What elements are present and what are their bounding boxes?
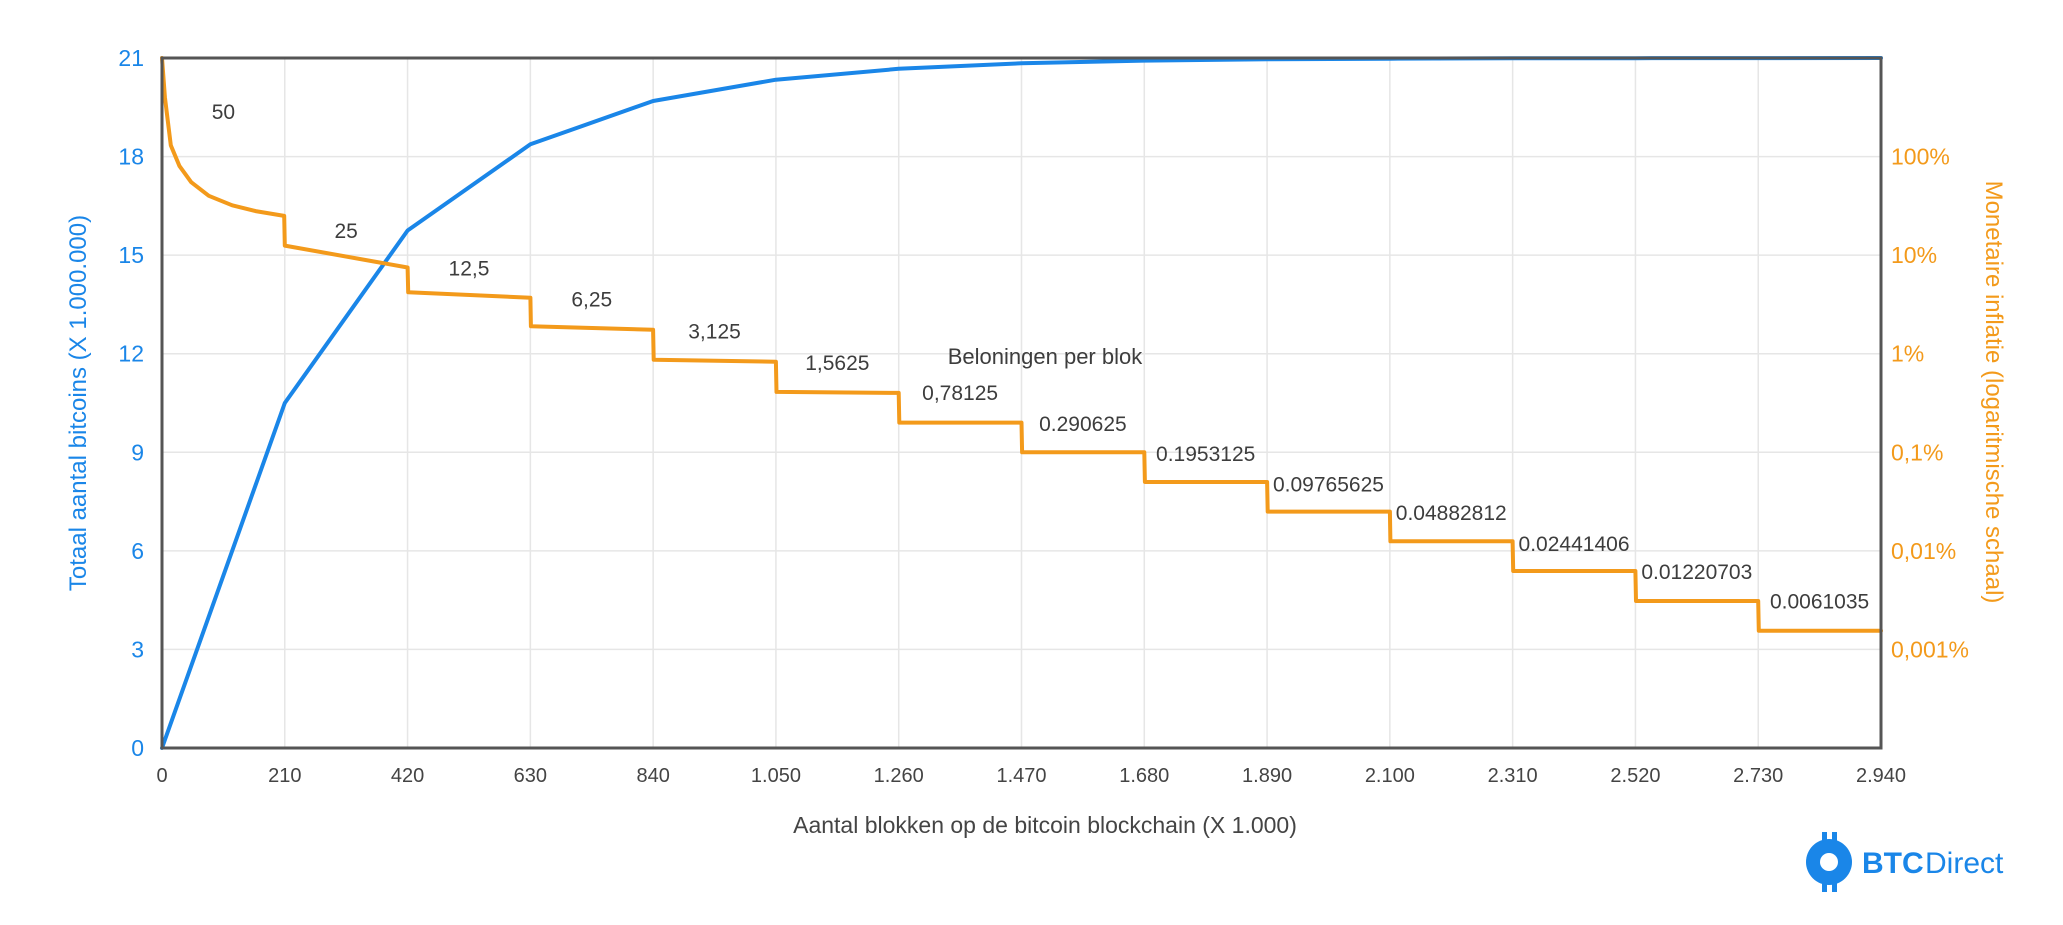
x-tick-label-2: 420 [391, 765, 424, 787]
reward-label-11: 0.02441406 [1519, 533, 1630, 556]
y-left-tick-label-5: 15 [118, 242, 144, 268]
y-left-tick-label-2: 6 [131, 538, 144, 564]
y-right-axis-ticks: 100% 10% 1% 0,1% 0,01% 0,001% [1891, 144, 1969, 663]
logo-text-bold: BTC [1862, 847, 1924, 880]
x-tick-label-13: 2.730 [1733, 765, 1783, 787]
y-left-tick-label-6: 18 [118, 144, 144, 170]
y-left-tick-label-1: 3 [131, 636, 144, 662]
reward-label-0: 50 [212, 101, 235, 124]
x-tick-label-5: 1.050 [751, 765, 801, 787]
y-left-axis-title: Totaal aantal bitcoins (X 1.000.000) [65, 215, 92, 591]
y-left-tick-label-3: 9 [131, 439, 144, 465]
x-tick-label-1: 210 [268, 765, 301, 787]
x-tick-label-4: 840 [636, 765, 669, 787]
reward-label-13: 0.0061035 [1770, 591, 1869, 614]
inflation-series-line [160, 56, 1883, 633]
y-right-tick-label-4: 0,01% [1891, 538, 1956, 564]
y-left-tick-label-0: 0 [131, 735, 144, 761]
x-tick-label-3: 630 [514, 765, 547, 787]
reward-label-1: 25 [334, 220, 357, 243]
reward-label-6: 0,78125 [922, 382, 998, 405]
x-tick-label-9: 1.890 [1242, 765, 1292, 787]
logo-text-light: Direct [1925, 847, 2004, 880]
reward-label-3: 6,25 [571, 289, 612, 312]
x-tick-label-11: 2.310 [1488, 765, 1538, 787]
reward-annotation: Beloningen per blok [948, 344, 1143, 369]
y-right-tick-label-0: 100% [1891, 144, 1950, 170]
bitcoin-b-icon [1806, 832, 1852, 892]
reward-label-10: 0.04882812 [1396, 502, 1507, 525]
x-tick-label-8: 1.680 [1119, 765, 1169, 787]
y-left-axis-ticks: 0 3 6 9 12 15 18 21 [118, 45, 144, 761]
y-right-tick-label-2: 1% [1891, 341, 1924, 367]
reward-label-12: 0.01220703 [1641, 561, 1752, 584]
x-tick-label-6: 1.260 [874, 765, 924, 787]
y-right-tick-label-3: 0,1% [1891, 439, 1943, 465]
x-tick-label-7: 1.470 [996, 765, 1046, 787]
x-axis-title: Aantal blokken op de bitcoin blockchain … [793, 812, 1297, 838]
reward-label-7: 0.290625 [1039, 413, 1127, 436]
reward-labels: 50 25 12,5 6,25 3,125 1,5625 0,78125 0.290625 0.… [212, 101, 1870, 613]
reward-label-4: 3,125 [688, 321, 741, 344]
y-right-tick-label-1: 10% [1891, 242, 1937, 268]
y-left-tick-label-4: 12 [118, 341, 144, 367]
x-axis-ticks: 0 210 420 630 840 1.050 1.260 1.470 1.680 1.890 2.… [156, 765, 1906, 787]
x-tick-label-10: 2.100 [1365, 765, 1415, 787]
plot-frame [160, 56, 1883, 750]
y-left-tick-label-7: 21 [118, 45, 144, 71]
y-right-tick-label-5: 0,001% [1891, 636, 1969, 662]
brand-logo: BTC Direct [1806, 832, 2004, 892]
x-tick-label-0: 0 [156, 765, 167, 787]
reward-label-8: 0.1953125 [1156, 443, 1255, 466]
grid [161, 57, 1882, 749]
y-right-axis-title: Monetaire inflatie (logaritmische schaal… [1980, 181, 2007, 604]
x-tick-label-14: 2.940 [1856, 765, 1906, 787]
reward-label-2: 12,5 [449, 258, 490, 281]
x-tick-label-12: 2.520 [1610, 765, 1660, 787]
reward-label-5: 1,5625 [805, 352, 869, 375]
reward-label-9: 0.09765625 [1273, 474, 1384, 497]
